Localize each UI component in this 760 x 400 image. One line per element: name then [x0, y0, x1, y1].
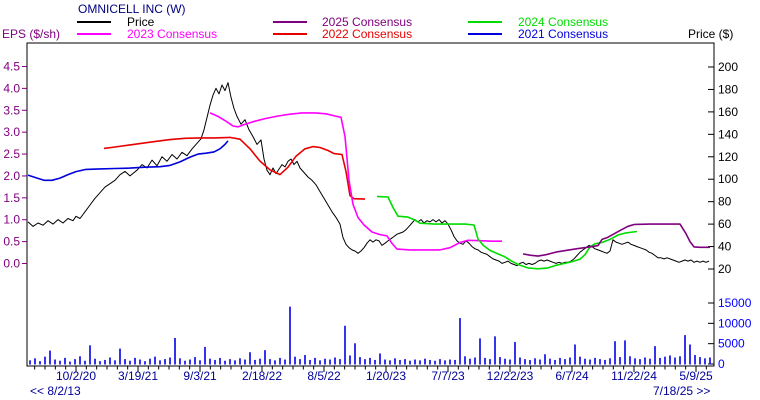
volume-bars — [29, 306, 711, 365]
eps-tick-label: 1.5 — [3, 191, 20, 205]
date-tick-label: 7/7/23 — [431, 369, 465, 383]
eps-tick-label: 3.5 — [3, 103, 20, 117]
date-tick-label: 10/2/20 — [56, 369, 96, 383]
eps-tick-label: 4.0 — [3, 81, 20, 95]
date-tick-label: 5/9/25 — [679, 369, 713, 383]
price-axis-label: Price ($) — [688, 27, 734, 41]
price-tick-label: 180 — [718, 82, 738, 96]
price-tick-label: 20 — [718, 262, 732, 276]
consensus-2021-line — [27, 140, 229, 182]
price-tick-label: 100 — [718, 172, 738, 186]
price-line — [27, 82, 710, 267]
price-tick-label: 80 — [718, 195, 732, 209]
plot-border — [26, 42, 715, 367]
eps-tick-label: 2.5 — [3, 147, 20, 161]
legend-item-2025-consensus: 2025 Consensus — [322, 15, 413, 29]
eps-tick-label: 3.0 — [3, 125, 20, 139]
legend-item-2024-consensus: 2024 Consensus — [518, 15, 609, 29]
date-tick-label: 9/3/21 — [183, 369, 217, 383]
price-tick-label: 60 — [718, 217, 732, 231]
legend-line-sample-price — [77, 21, 111, 23]
nav-next-range[interactable]: 7/18/25 >> — [653, 384, 711, 398]
eps-tick-label: 4.5 — [3, 59, 20, 73]
legend-item-2023-consensus: 2023 Consensus — [127, 27, 218, 41]
legend-item-2021-consensus: 2021 Consensus — [518, 27, 609, 41]
date-tick-label: 11/22/24 — [611, 369, 657, 383]
legend-line-sample-2021 — [468, 33, 502, 35]
date-tick-label: 12/22/23 — [487, 369, 534, 383]
date-tick-label: 6/7/24 — [555, 369, 589, 383]
consensus-2025-line — [522, 223, 710, 257]
price-tick-label: 140 — [718, 127, 738, 141]
price-tick-label: 120 — [718, 150, 738, 164]
eps-tick-label: 0.5 — [3, 235, 20, 249]
eps-tick-label: 1.0 — [3, 213, 20, 227]
eps-tick-label: 2.0 — [3, 169, 20, 183]
legend-line-sample-2024 — [468, 21, 502, 23]
consensus-2022-line — [103, 136, 366, 200]
legend-line-sample-2025 — [273, 21, 307, 23]
date-tick-label: 2/18/22 — [242, 369, 282, 383]
price-tick-label: 40 — [718, 240, 732, 254]
legend-line-sample-2023 — [77, 33, 111, 35]
consensus-2023-line — [209, 112, 502, 251]
legend-line-sample-2022 — [273, 33, 307, 35]
volume-tick-label: 5000 — [718, 337, 745, 351]
price-axis-ticks: 200 180 160 140 120 100 80 60 40 20 — [708, 60, 738, 276]
volume-axis-ticks: 15000 10000 5000 0 — [708, 296, 752, 371]
date-tick-label: 3/19/21 — [118, 369, 158, 383]
chart-title: OMNICELL INC (W) — [78, 2, 186, 16]
legend-item-2022-consensus: 2022 Consensus — [322, 27, 413, 41]
volume-tick-label: 10000 — [718, 316, 752, 330]
price-tick-label: 160 — [718, 105, 738, 119]
volume-tick-label: 15000 — [718, 296, 752, 310]
volume-tick-label: 0 — [718, 357, 725, 371]
eps-tick-label: 0.0 — [3, 257, 20, 271]
date-axis: 10/2/20 3/19/21 9/3/21 2/18/22 8/5/22 1/20/23… — [56, 366, 713, 383]
date-tick-label: 8/5/22 — [307, 369, 341, 383]
eps-axis-ticks: 4.5 4.0 3.5 3.0 2.5 2.0 1.5 1.0 0.5 0.0 — [3, 59, 27, 271]
x-axis-minor-ticks — [34, 366, 707, 370]
date-tick-label: 1/20/23 — [366, 369, 406, 383]
eps-axis-label: EPS ($/sh) — [2, 27, 61, 41]
consensus-2024-line — [376, 195, 638, 270]
nav-previous-range[interactable]: << 8/2/13 — [30, 384, 81, 398]
price-tick-label: 200 — [718, 60, 738, 74]
legend-item-price: Price — [127, 15, 155, 29]
